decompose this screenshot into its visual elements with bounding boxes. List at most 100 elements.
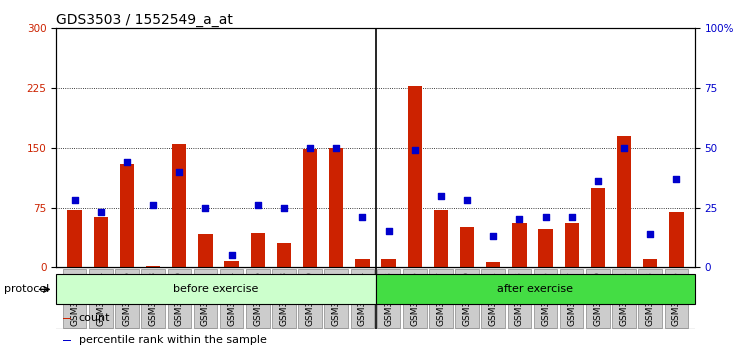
Bar <box>94 217 108 267</box>
Text: GSM306070: GSM306070 <box>175 271 184 326</box>
Bar <box>512 223 526 267</box>
Text: GDS3503 / 1552549_a_at: GDS3503 / 1552549_a_at <box>56 13 234 27</box>
Text: GSM306063: GSM306063 <box>384 271 393 326</box>
FancyBboxPatch shape <box>167 268 191 328</box>
FancyBboxPatch shape <box>351 268 374 328</box>
Text: GSM306077: GSM306077 <box>567 271 576 326</box>
Bar <box>303 149 317 267</box>
FancyBboxPatch shape <box>63 268 86 328</box>
Bar <box>68 210 82 267</box>
Bar <box>538 229 553 267</box>
Bar <box>172 144 186 267</box>
FancyBboxPatch shape <box>560 268 584 328</box>
Point <box>566 214 578 220</box>
Point <box>121 159 133 165</box>
Point <box>68 198 80 203</box>
Text: GSM306080: GSM306080 <box>306 271 315 326</box>
Text: GSM306079: GSM306079 <box>593 271 602 326</box>
Point <box>278 205 290 210</box>
Point <box>671 176 683 182</box>
Point <box>592 178 604 184</box>
Bar <box>146 266 160 267</box>
FancyBboxPatch shape <box>586 268 610 328</box>
Bar <box>669 212 683 267</box>
Text: after exercise: after exercise <box>497 284 573 295</box>
Bar <box>276 244 291 267</box>
Text: GSM306072: GSM306072 <box>201 271 210 326</box>
Text: GSM306074: GSM306074 <box>227 271 236 326</box>
Point <box>644 231 656 237</box>
Text: GSM306081: GSM306081 <box>620 271 629 326</box>
Bar <box>408 86 422 267</box>
Point <box>304 145 316 151</box>
Point <box>382 229 394 234</box>
Bar <box>460 227 475 267</box>
Bar <box>376 274 695 304</box>
Bar <box>591 188 605 267</box>
FancyBboxPatch shape <box>220 268 243 328</box>
Point <box>435 193 447 198</box>
Point <box>514 217 526 222</box>
FancyBboxPatch shape <box>508 268 531 328</box>
Text: percentile rank within the sample: percentile rank within the sample <box>79 335 267 345</box>
Text: GSM306067: GSM306067 <box>436 271 445 326</box>
Text: GSM306083: GSM306083 <box>646 271 655 326</box>
FancyBboxPatch shape <box>455 268 479 328</box>
Bar <box>251 233 265 267</box>
Bar <box>329 148 343 267</box>
FancyBboxPatch shape <box>403 268 427 328</box>
Text: count: count <box>79 313 110 323</box>
Text: GSM306062: GSM306062 <box>70 271 79 326</box>
Text: GSM306069: GSM306069 <box>463 271 472 326</box>
Point <box>95 210 107 215</box>
Bar <box>62 318 71 319</box>
Bar <box>617 136 632 267</box>
Text: protocol: protocol <box>4 284 49 295</box>
Point <box>200 205 212 210</box>
FancyBboxPatch shape <box>612 268 636 328</box>
Text: GSM306082: GSM306082 <box>332 271 341 326</box>
FancyBboxPatch shape <box>638 268 662 328</box>
FancyBboxPatch shape <box>324 268 348 328</box>
Bar <box>643 259 657 267</box>
FancyBboxPatch shape <box>665 268 688 328</box>
Point <box>330 145 342 151</box>
FancyBboxPatch shape <box>377 268 400 328</box>
Text: GSM306075: GSM306075 <box>541 271 550 326</box>
FancyBboxPatch shape <box>89 268 113 328</box>
Bar <box>355 259 369 267</box>
Point <box>357 214 369 220</box>
Text: GSM306084: GSM306084 <box>358 271 367 326</box>
Bar <box>382 259 396 267</box>
Bar <box>565 223 579 267</box>
Text: GSM306073: GSM306073 <box>515 271 524 326</box>
FancyBboxPatch shape <box>194 268 217 328</box>
FancyBboxPatch shape <box>534 268 557 328</box>
Point <box>539 214 551 220</box>
Point <box>461 198 473 203</box>
Point <box>173 169 185 175</box>
FancyBboxPatch shape <box>246 268 270 328</box>
Point <box>225 252 237 258</box>
Point <box>618 145 630 151</box>
Bar <box>119 164 134 267</box>
Text: GSM306066: GSM306066 <box>122 271 131 326</box>
Bar <box>198 234 213 267</box>
Text: before exercise: before exercise <box>173 284 258 295</box>
Point <box>252 202 264 208</box>
FancyBboxPatch shape <box>115 268 139 328</box>
FancyBboxPatch shape <box>298 268 322 328</box>
Text: GSM306065: GSM306065 <box>410 271 419 326</box>
Text: GSM306064: GSM306064 <box>96 271 105 326</box>
Point <box>409 147 421 153</box>
Bar <box>225 261 239 267</box>
Text: GSM306071: GSM306071 <box>489 271 498 326</box>
FancyBboxPatch shape <box>141 268 165 328</box>
Text: GSM306085: GSM306085 <box>672 271 681 326</box>
Bar <box>62 340 71 341</box>
Text: GSM306078: GSM306078 <box>279 271 288 326</box>
Bar <box>486 262 500 267</box>
Bar <box>434 210 448 267</box>
Point <box>147 202 159 208</box>
Point <box>487 233 499 239</box>
